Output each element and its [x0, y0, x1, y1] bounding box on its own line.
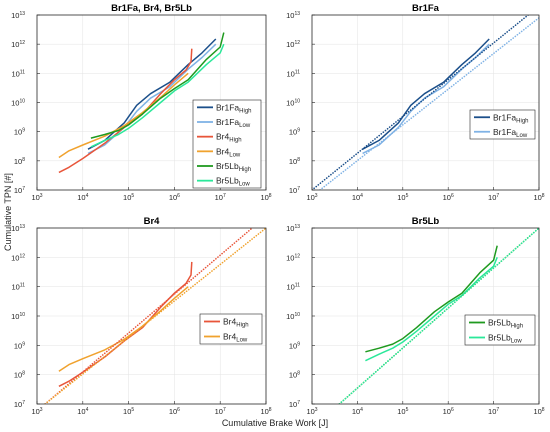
x-tick-label: 103: [306, 407, 317, 416]
x-tick-label: 107: [488, 407, 499, 416]
x-tick-label: 105: [397, 193, 408, 202]
series-group: [338, 228, 539, 404]
series-line-br4-low: [58, 72, 189, 159]
y-tick-label: 107: [289, 186, 300, 195]
series-line-br4-high-fit: [44, 228, 253, 404]
panel-3: Br4 103 104 105 106 107 108 107 108 109 1010 1011 10…: [11, 216, 272, 416]
y-tick-label: 108: [289, 371, 300, 380]
panel-4: Br5Lb 103 104 105 106 107 108 107 108 109 1010 1011…: [286, 216, 545, 416]
series-line-br1fa-high-fit: [312, 15, 530, 190]
y-tick-label: 1011: [11, 69, 25, 78]
y-tick-label: 107: [289, 400, 300, 409]
x-tick-label: 106: [169, 407, 180, 416]
panel-2: Br1Fa 103 104 105 106 107 108 107 108 109 1010 1011…: [286, 3, 545, 202]
series-group: [58, 32, 225, 174]
x-tick-label: 107: [488, 193, 499, 202]
x-tick-label: 104: [77, 407, 88, 416]
y-tick-label: 108: [14, 371, 25, 380]
y-tick-label: 1013: [11, 224, 25, 233]
series-line-br1fa-high: [362, 38, 490, 150]
x-tick-label: 105: [397, 407, 408, 416]
x-tick-label: 104: [352, 193, 363, 202]
y-tick-label: 109: [14, 341, 25, 350]
y-tick-label: 109: [289, 341, 300, 350]
series-line-br4-low: [58, 286, 189, 372]
legend-box: [464, 314, 536, 346]
x-tick-label: 108: [533, 407, 544, 416]
y-tick-label: 1012: [11, 40, 25, 49]
x-tick-label: 106: [443, 407, 454, 416]
series-line-br1fa-low: [87, 43, 217, 155]
y-tick-label: 1010: [11, 99, 25, 108]
panel-title: Br4: [144, 216, 161, 227]
x-tick-label: 103: [31, 407, 42, 416]
y-tick-label: 109: [14, 128, 25, 137]
y-tick-label: 1013: [11, 11, 25, 20]
series-line-br4-low-fit: [44, 228, 266, 404]
x-tick-label: 107: [215, 407, 226, 416]
x-tick-label: 103: [306, 193, 317, 202]
y-tick-label: 1012: [11, 253, 25, 262]
series-line-br5lb-high: [365, 245, 498, 353]
panel-1: Br1Fa, Br4, Br5Lb 103 104 105 106 107 108 107 10…: [11, 3, 272, 202]
legend-box: [192, 99, 262, 189]
x-tick-label: 103: [31, 193, 42, 202]
x-tick-label: 105: [123, 193, 134, 202]
x-tick-label: 106: [443, 193, 454, 202]
x-tick-label: 104: [77, 193, 88, 202]
x-tick-label: 105: [123, 407, 134, 416]
y-axis-label: Cumulative TPN [#]: [3, 173, 13, 251]
x-tick-label: 108: [260, 407, 271, 416]
x-tick-label: 107: [215, 193, 226, 202]
legend-box: [469, 109, 536, 140]
panel-title: Br1Fa, Br4, Br5Lb: [111, 3, 192, 14]
y-tick-label: 107: [14, 186, 25, 195]
series-group: [44, 228, 266, 404]
legend: Br1FaHighBr1FaLowBr4HighBr4LowBr5LbHighB…: [192, 99, 262, 189]
y-tick-label: 108: [289, 157, 300, 166]
y-tick-label: 1013: [286, 224, 300, 233]
series-line-br5lb-low: [90, 43, 225, 148]
y-tick-label: 1010: [11, 312, 25, 321]
x-tick-label: 104: [352, 407, 363, 416]
y-tick-label: 108: [14, 157, 25, 166]
y-tick-label: 1010: [286, 99, 300, 108]
series-line-br4-high: [58, 48, 193, 174]
series-group: [312, 15, 539, 190]
series-line-br1fa-low-fit: [319, 17, 539, 190]
x-tick-label: 108: [260, 193, 271, 202]
x-axis-label: Cumulative Brake Work [J]: [222, 418, 328, 428]
y-tick-label: 1011: [11, 283, 25, 292]
series-line-br1fa-high: [87, 38, 217, 150]
panel-title: Br5Lb: [412, 216, 440, 227]
y-tick-label: 1012: [286, 253, 300, 262]
y-tick-label: 1011: [286, 69, 300, 78]
y-tick-label: 1011: [286, 283, 300, 292]
y-tick-label: 107: [14, 400, 25, 409]
y-tick-label: 1010: [286, 312, 300, 321]
series-line-br4-high: [58, 261, 193, 387]
series-line-br5lb-high: [90, 32, 225, 139]
legend-box: [199, 313, 263, 345]
x-tick-label: 106: [169, 193, 180, 202]
series-line-br5lb-low: [365, 257, 498, 362]
y-tick-label: 1012: [286, 40, 300, 49]
panel-title: Br1Fa: [412, 3, 440, 14]
y-tick-label: 109: [289, 128, 300, 137]
x-tick-label: 108: [533, 193, 544, 202]
y-tick-label: 1013: [286, 11, 300, 20]
series-line-br5lb-low-fit: [338, 228, 539, 404]
